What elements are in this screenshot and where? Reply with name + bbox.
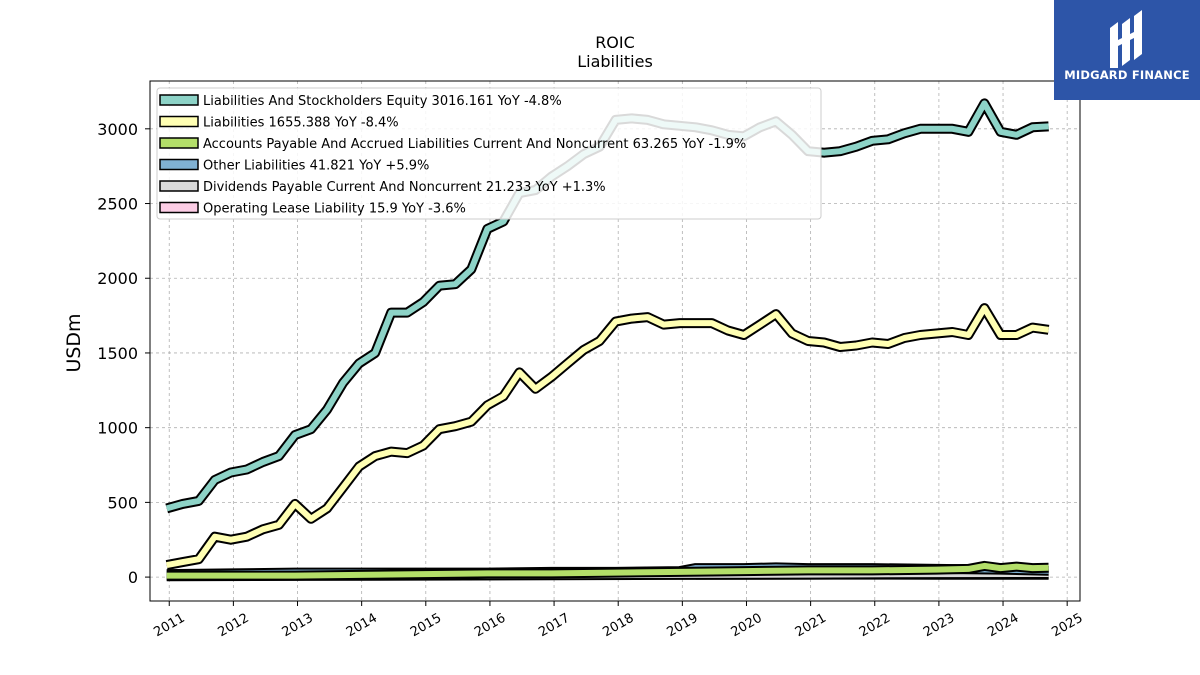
x-tick-label: 2021 bbox=[793, 611, 829, 641]
y-tick-label: 0 bbox=[128, 568, 138, 587]
legend-swatch bbox=[159, 94, 199, 106]
legend-swatch bbox=[159, 180, 199, 192]
plot-frame bbox=[149, 80, 1081, 602]
chart-subtitle: Liabilities bbox=[577, 52, 653, 71]
logo-mark-icon bbox=[1110, 10, 1142, 68]
x-tick-label: 2020 bbox=[729, 611, 765, 641]
y-tick-label: 2500 bbox=[97, 195, 138, 214]
legend-label: Accounts Payable And Accrued Liabilities… bbox=[203, 137, 746, 152]
x-tick-label: 2017 bbox=[536, 611, 572, 641]
x-tick-label: 2019 bbox=[665, 611, 701, 641]
x-tick-label: 2018 bbox=[600, 611, 636, 641]
legend-swatch bbox=[159, 115, 199, 128]
series-line-liabilities bbox=[166, 305, 1050, 569]
chart-title: ROIC bbox=[595, 33, 635, 52]
legend-box bbox=[156, 87, 822, 220]
x-tick-label: 2025 bbox=[1049, 611, 1085, 641]
y-tick-label: 500 bbox=[107, 493, 138, 512]
series-line-accounts-payable-and-accrued-liabilities-current-and-noncurrent bbox=[166, 562, 1049, 579]
x-tick-label: 2011 bbox=[151, 611, 187, 641]
legend-label: Liabilities And Stockholders Equity 3016… bbox=[203, 94, 562, 109]
legend-swatch bbox=[159, 137, 199, 149]
y-axis-label: USDm bbox=[63, 313, 85, 372]
y-tick-label: 1000 bbox=[97, 419, 138, 438]
legend-label: Operating Lease Liability 15.9 YoY -3.6% bbox=[203, 202, 466, 217]
legend-label: Other Liabilities 41.821 YoY +5.9% bbox=[203, 159, 429, 174]
x-tick-label: 2013 bbox=[280, 611, 316, 641]
x-tick-label: 2012 bbox=[216, 611, 252, 641]
legend-swatch bbox=[159, 158, 199, 171]
x-tick-label: 2015 bbox=[408, 611, 444, 641]
y-tick-label: 2000 bbox=[97, 269, 138, 288]
x-tick-label: 2016 bbox=[472, 611, 508, 641]
brand-logo: MIDGARD FINANCE bbox=[1054, 0, 1200, 100]
legend-label: Dividends Payable Current And Noncurrent… bbox=[203, 180, 606, 195]
legend-label: Liabilities 1655.388 YoY -8.4% bbox=[203, 116, 399, 131]
legend-swatch bbox=[159, 201, 199, 214]
logo-text: MIDGARD FINANCE bbox=[1064, 68, 1190, 82]
x-tick-label: 2014 bbox=[344, 611, 380, 641]
x-tick-label: 2022 bbox=[857, 611, 893, 641]
legend: Liabilities And Stockholders Equity 3016… bbox=[156, 87, 822, 220]
x-tick-label: 2023 bbox=[921, 611, 957, 641]
x-tick-label: 2024 bbox=[985, 611, 1021, 641]
y-tick-label: 3000 bbox=[97, 120, 138, 139]
y-tick-label: 1500 bbox=[97, 344, 138, 363]
